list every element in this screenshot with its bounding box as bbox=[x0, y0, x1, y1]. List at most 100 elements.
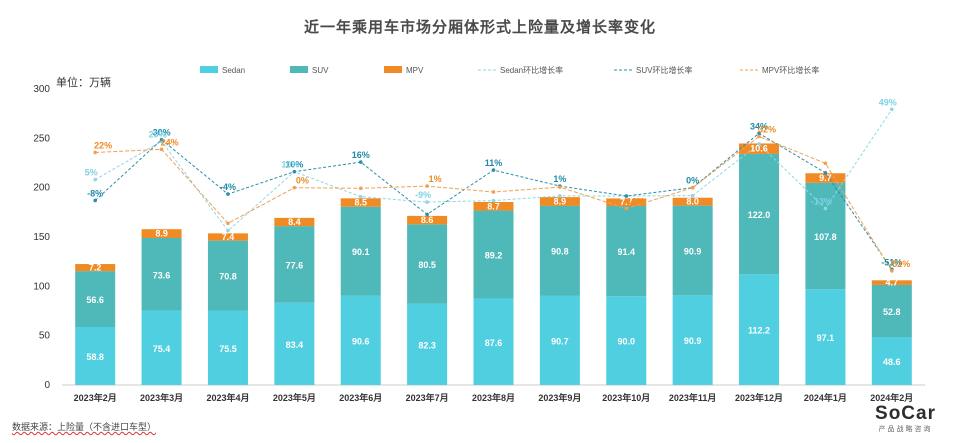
sedan-value-label: 75.5 bbox=[219, 344, 237, 354]
bar-sedan bbox=[473, 298, 514, 385]
source-note: 数据来源：上险量（不含进口车型） bbox=[12, 422, 157, 432]
mpv-growth-point bbox=[757, 134, 761, 139]
suv-growth-label: 1% bbox=[553, 174, 566, 184]
bar-sedan bbox=[606, 296, 647, 385]
bar-suv bbox=[407, 224, 448, 304]
suv-value-label: 73.6 bbox=[153, 270, 171, 280]
suv-growth-label: 16% bbox=[352, 150, 370, 160]
legend-item: Sedan环比增长率 bbox=[478, 65, 563, 75]
mpv-growth-label: 0% bbox=[296, 176, 309, 186]
x-tick-label: 2023年10月 bbox=[602, 392, 650, 403]
suv-growth-point bbox=[823, 171, 828, 175]
suv-value-label: 90.8 bbox=[551, 247, 569, 257]
legend-label: Sedan环比增长率 bbox=[500, 65, 563, 75]
suv-growth-label: -51% bbox=[881, 257, 902, 267]
sedan-growth-point bbox=[358, 194, 363, 199]
x-tick-label: 2023年3月 bbox=[140, 392, 183, 403]
suv-growth-label: 11% bbox=[485, 158, 503, 168]
sedan-growth-point bbox=[757, 142, 761, 146]
legend-item: MPV bbox=[384, 66, 424, 75]
suv-growth-point bbox=[93, 198, 97, 203]
x-tick-label: 2023年5月 bbox=[273, 392, 316, 403]
mpv-value-label: 8.5 bbox=[354, 198, 367, 208]
sedan-value-label: 90.9 bbox=[684, 336, 702, 346]
y-tick-label: 100 bbox=[33, 281, 50, 292]
bar-suv bbox=[606, 206, 647, 297]
sedan-growth-point bbox=[491, 198, 496, 203]
suv-value-label: 89.2 bbox=[485, 251, 503, 261]
sedan-growth-label: -9% bbox=[415, 190, 431, 200]
mpv-value-label: 8.9 bbox=[554, 197, 567, 207]
mpv-value-label: 8.7 bbox=[487, 201, 500, 211]
bar-sedan bbox=[539, 295, 580, 385]
legend-label: MPV环比增长率 bbox=[762, 65, 819, 75]
mpv-growth-point bbox=[823, 161, 828, 166]
y-tick-label: 150 bbox=[33, 232, 50, 243]
sedan-growth-label: 29% bbox=[149, 129, 167, 139]
sedan-growth-point bbox=[425, 200, 429, 204]
suv-value-label: 77.6 bbox=[286, 260, 304, 270]
sedan-value-label: 90.6 bbox=[352, 336, 370, 346]
mpv-growth-point bbox=[159, 147, 164, 152]
sedan-value-label: 75.4 bbox=[153, 344, 171, 354]
bar-suv bbox=[340, 206, 381, 296]
legend-label: MPV bbox=[406, 66, 424, 75]
bar-sedan bbox=[207, 310, 248, 385]
bar-mpv bbox=[539, 197, 580, 206]
bar-suv bbox=[539, 205, 580, 296]
mpv-growth-point bbox=[690, 185, 695, 190]
sedan-growth-label: 49% bbox=[879, 97, 897, 107]
sedan-growth-label: -13% bbox=[811, 196, 832, 206]
legend-label: Sedan bbox=[222, 66, 245, 75]
sedan-growth-point bbox=[93, 177, 97, 182]
mpv-value-label: 7.4 bbox=[222, 232, 235, 242]
bar-suv bbox=[871, 284, 912, 338]
legend-item: MPV环比增长率 bbox=[740, 65, 819, 75]
bar-mpv bbox=[473, 201, 514, 211]
bar-mpv bbox=[141, 229, 182, 238]
bar-mpv bbox=[274, 217, 315, 227]
x-tick-label: 2023年6月 bbox=[339, 392, 382, 403]
x-tick-label: 2023年7月 bbox=[406, 392, 449, 403]
mpv-value-label: 8.0 bbox=[686, 197, 699, 207]
mpv-growth-label: 22% bbox=[94, 140, 112, 150]
suv-growth-label: -8% bbox=[87, 188, 103, 198]
bar-sedan bbox=[871, 337, 912, 385]
mpv-growth-point bbox=[491, 190, 496, 194]
suv-growth-point bbox=[624, 194, 629, 198]
sedan-growth-point bbox=[890, 107, 894, 112]
sedan-value-label: 97.1 bbox=[817, 333, 835, 343]
suv-growth-label: 0% bbox=[686, 176, 699, 186]
suv-value-label: 91.4 bbox=[618, 247, 636, 257]
bar-suv bbox=[274, 226, 315, 303]
sedan-value-label: 48.6 bbox=[883, 357, 901, 367]
x-tick-label: 2023年9月 bbox=[538, 392, 581, 403]
legend-item: SUV环比增长率 bbox=[614, 65, 692, 75]
x-tick-label: 2023年12月 bbox=[735, 392, 783, 403]
bar-sedan bbox=[739, 274, 780, 385]
suv-value-label: 80.5 bbox=[418, 260, 436, 270]
legend-item: SUV bbox=[290, 66, 329, 75]
bar-suv bbox=[207, 240, 248, 311]
bar-suv bbox=[473, 210, 514, 299]
bar-sedan bbox=[672, 295, 713, 385]
bar-sedan bbox=[141, 310, 182, 385]
sedan-growth-point bbox=[558, 194, 562, 198]
sedan-growth-label: 10% bbox=[281, 160, 299, 170]
logo-tagline: 产品战略咨询 bbox=[878, 426, 933, 433]
mpv-value-label: 8.4 bbox=[288, 217, 301, 227]
mpv-growth-point bbox=[890, 269, 894, 273]
suv-growth-label: -4% bbox=[220, 182, 236, 192]
bar-series bbox=[75, 143, 912, 385]
bar-suv bbox=[739, 153, 780, 275]
legend-label: SUV bbox=[312, 66, 329, 75]
suv-growth-point bbox=[358, 160, 363, 164]
mpv-value-label: 8.9 bbox=[155, 229, 168, 239]
sedan-growth-point bbox=[226, 228, 230, 233]
bar-mpv bbox=[606, 198, 647, 207]
logo-brand: SoCar bbox=[875, 403, 936, 424]
bar-suv bbox=[141, 237, 182, 311]
mpv-growth-label: 32% bbox=[758, 124, 776, 134]
bar-suv bbox=[805, 182, 846, 290]
mpv-growth-point bbox=[226, 221, 230, 226]
